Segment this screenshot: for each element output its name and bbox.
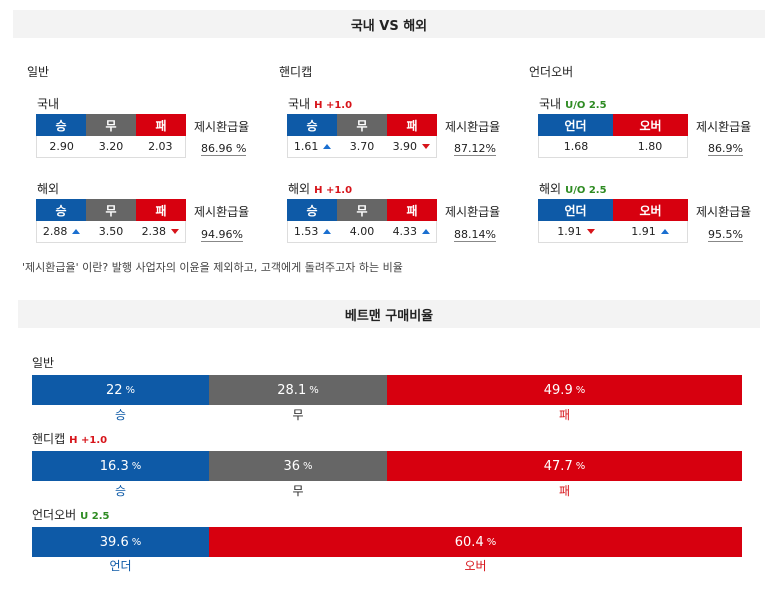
col-lose: 패 [136,199,186,221]
bet-label-lose: 패 [558,484,571,498]
odds-value: 1.91 [613,221,687,242]
bet-title-general: 일반 [32,356,55,370]
row-label-handicap-domestic: 국내 H +1.0 [288,97,353,111]
col-draw: 무 [337,114,387,136]
odds-table-underover-overseas: 언더 오버 1.91 1.91 [538,199,688,243]
odds-value: 1.53 [288,221,337,242]
bet-segment-lose: 47.7% [387,451,742,481]
rate-label: 제시환급율 [194,205,250,219]
col-win: 승 [36,114,86,136]
bet-label-draw: 무 [292,484,304,498]
col-draw: 무 [86,199,136,221]
group-title-general: 일반 [27,65,50,79]
row-label-handicap-overseas: 해외 H +1.0 [288,182,353,196]
odds-table-handicap-domestic: 승 무 패 1.61 3.70 3.90 [287,114,437,158]
col-over: 오버 [613,114,688,136]
down-arrow-icon [171,229,180,234]
odds-value: 1.91 [539,221,613,242]
odds-table-handicap-overseas: 승 무 패 1.53 4.00 4.33 [287,199,437,243]
group-title-handicap: 핸디캡 [279,65,313,79]
bet-segment-win: 16.3% [32,451,209,481]
odds-value: 1.80 [637,140,663,153]
col-win: 승 [36,199,86,221]
odds-value: 4.00 [349,225,375,238]
odds-value: 1.61 [288,136,337,157]
up-arrow-icon [660,229,669,234]
odds-value: 2.88 [37,221,86,242]
row-label-underover-domestic: 국내 U/O 2.5 [539,97,607,111]
bet-segment-draw: 36% [209,451,387,481]
bet-segment-under: 39.6% [32,527,209,557]
col-lose: 패 [387,199,437,221]
bet-segment-win: 22% [32,375,209,405]
rate-value: 86.9% [708,142,743,156]
bet-label-lose: 패 [558,408,571,422]
up-arrow-icon [422,229,431,234]
rate-label: 제시환급율 [445,120,501,134]
rate-value: 88.14% [454,228,496,242]
bet-bar-handicap: 16.3% 36% 47.7% [32,451,742,481]
col-draw: 무 [86,114,136,136]
bet-bar-underover: 39.6% 60.4% [32,527,742,557]
odds-value: 2.03 [148,140,173,153]
group-title-underover: 언더오버 [529,65,574,79]
odds-value: 1.68 [563,140,589,153]
row-label-underover-overseas: 해외 U/O 2.5 [539,182,607,196]
col-win: 승 [287,199,337,221]
col-lose: 패 [387,114,437,136]
rate-label: 제시환급율 [445,205,501,219]
bet-segment-over: 60.4% [209,527,742,557]
rate-label: 제시환급율 [696,205,752,219]
up-arrow-icon [72,229,81,234]
bet-label-under: 언더 [109,559,132,573]
odds-value: 3.50 [98,225,124,238]
section-header-betman-ratio: 베트맨 구매비율 [18,300,760,328]
rate-value: 87.12% [454,142,496,156]
rate-value: 86.96 % [201,142,247,156]
row-label-general-domestic: 국내 [37,97,60,111]
section-header-comparison: 국내 VS 해외 [13,10,765,38]
odds-table-underover-domestic: 언더 오버 1.68 1.80 [538,114,688,158]
row-label-general-overseas: 해외 [37,182,60,196]
odds-value: 2.38 [136,221,185,242]
bet-label-win: 승 [114,408,127,422]
bet-bar-general: 22% 28.1% 49.9% [32,375,742,405]
col-under: 언더 [538,199,613,221]
bet-title-underover: 언더오버 U 2.5 [32,508,110,522]
odds-value: 4.33 [387,221,436,242]
odds-value: 3.90 [387,136,436,157]
bet-segment-draw: 28.1% [209,375,387,405]
rate-value: 95.5% [708,228,743,242]
col-under: 언더 [538,114,613,136]
bet-title-handicap: 핸디캡 H +1.0 [32,432,108,446]
rate-label: 제시환급율 [194,120,250,134]
odds-value: 2.90 [49,140,74,153]
down-arrow-icon [586,229,595,234]
bet-segment-lose: 49.9% [387,375,742,405]
odds-table-general-domestic: 승 무 패 2.90 3.20 2.03 [36,114,186,158]
col-draw: 무 [337,199,387,221]
rate-value: 94.96% [201,228,243,242]
bet-label-win: 승 [114,484,127,498]
up-arrow-icon [323,229,332,234]
bet-label-draw: 무 [292,408,304,422]
bet-label-over: 오버 [464,559,487,573]
odds-table-general-overseas: 승 무 패 2.88 3.50 2.38 [36,199,186,243]
rate-label: 제시환급율 [696,120,752,134]
col-over: 오버 [613,199,688,221]
down-arrow-icon [422,144,431,149]
col-win: 승 [287,114,337,136]
up-arrow-icon [323,144,332,149]
odds-value: 3.70 [349,140,375,153]
col-lose: 패 [136,114,186,136]
odds-value: 3.20 [98,140,124,153]
rate-note: '제시환급율' 이란? 발행 사업자의 이윤을 제외하고, 고객에게 돌려주고자… [22,261,403,274]
